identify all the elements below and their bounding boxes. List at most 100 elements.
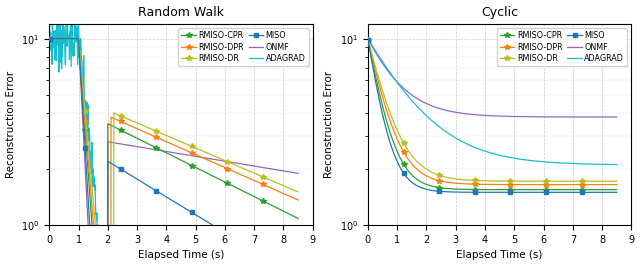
RMISO-DPR (588, 183, 596, 186)
Line: RMISO-DR: RMISO-DR (47, 36, 301, 266)
RMISO-CPR (425, 184, 433, 187)
Line: MISO: MISO (47, 36, 301, 266)
RMISO-CPR (435, 186, 442, 189)
RMISO-DR (270, 180, 278, 183)
RMISO-CPR (270, 205, 278, 208)
RMISO-DR (116, 114, 124, 117)
RMISO-CPR (588, 188, 596, 191)
Line: ONMF: ONMF (49, 39, 298, 266)
RMISO-CPR (558, 188, 566, 191)
MISO (270, 261, 278, 264)
RMISO-DR (364, 38, 372, 41)
MISO (209, 224, 217, 227)
RMISO-DPR (239, 174, 247, 177)
Line: RMISO-DR: RMISO-DR (365, 37, 620, 184)
Line: RMISO-DPR: RMISO-DPR (47, 36, 301, 266)
MISO (125, 172, 132, 176)
ONMF (239, 163, 247, 166)
ONMF (294, 172, 302, 175)
RMISO-DPR (558, 183, 566, 186)
X-axis label: Elapsed Time (s): Elapsed Time (s) (456, 251, 543, 260)
MISO (425, 188, 433, 192)
ADAGRAD (613, 163, 621, 166)
ADAGRAD (425, 117, 433, 120)
RMISO-CPR (107, 123, 115, 127)
ONMF (116, 142, 124, 146)
Line: ADAGRAD: ADAGRAD (368, 39, 617, 165)
RMISO-DPR (270, 188, 278, 191)
ONMF (588, 115, 596, 119)
RMISO-DR (443, 176, 451, 179)
RMISO-CPR (239, 190, 247, 193)
ADAGRAD (558, 161, 566, 165)
MISO (588, 191, 596, 194)
RMISO-DR (613, 180, 621, 183)
MISO (435, 190, 442, 193)
MISO (613, 191, 621, 194)
RMISO-DPR (294, 198, 302, 202)
RMISO-CPR (613, 188, 621, 191)
RMISO-DPR (435, 179, 442, 182)
RMISO-DPR (125, 123, 132, 127)
RMISO-DR (588, 180, 596, 183)
RMISO-CPR (294, 217, 302, 220)
Legend: RMISO-CPR, RMISO-DPR, RMISO-DR, MISO, ONMF, ADAGRAD: RMISO-CPR, RMISO-DPR, RMISO-DR, MISO, ON… (178, 28, 308, 66)
RMISO-CPR (209, 174, 217, 178)
MISO (558, 191, 566, 194)
ADAGRAD (63, 4, 70, 7)
RMISO-DR (435, 173, 442, 177)
ADAGRAD (443, 131, 451, 134)
Title: Random Walk: Random Walk (138, 6, 224, 19)
ONMF (125, 144, 132, 147)
ONMF (527, 115, 535, 118)
RMISO-CPR (45, 37, 53, 40)
MISO (527, 191, 535, 194)
ONMF (364, 38, 372, 41)
RMISO-DPR (527, 183, 535, 186)
Line: RMISO-CPR: RMISO-CPR (365, 38, 620, 192)
MISO (107, 161, 115, 165)
Line: MISO: MISO (365, 38, 619, 195)
MISO (116, 167, 124, 170)
ONMF (270, 168, 278, 171)
RMISO-DPR (209, 161, 217, 164)
RMISO-CPR (443, 187, 451, 190)
Line: RMISO-CPR: RMISO-CPR (47, 36, 301, 266)
RMISO-DR (209, 154, 217, 157)
RMISO-DR (425, 169, 433, 172)
ONMF (435, 107, 442, 110)
ONMF (558, 115, 566, 119)
ONMF (209, 158, 217, 161)
RMISO-DR (527, 180, 535, 183)
RMISO-DPR (116, 119, 124, 123)
ADAGRAD (527, 159, 535, 162)
RMISO-DR (125, 118, 132, 121)
MISO (443, 190, 451, 193)
MISO (364, 39, 372, 42)
RMISO-DPR (45, 37, 53, 40)
ONMF (45, 37, 53, 40)
ONMF (443, 109, 451, 112)
Line: ADAGRAD: ADAGRAD (49, 6, 298, 266)
Y-axis label: Reconstruction Error: Reconstruction Error (324, 71, 334, 178)
Line: RMISO-DPR: RMISO-DPR (365, 37, 620, 187)
Title: Cyclic: Cyclic (481, 6, 518, 19)
RMISO-DPR (425, 176, 433, 179)
RMISO-CPR (364, 39, 372, 42)
X-axis label: Elapsed Time (s): Elapsed Time (s) (138, 251, 224, 260)
RMISO-CPR (527, 188, 535, 191)
ADAGRAD (435, 124, 442, 128)
RMISO-DPR (364, 38, 372, 41)
ADAGRAD (45, 13, 53, 16)
ADAGRAD (588, 163, 596, 166)
RMISO-DR (558, 180, 566, 183)
ONMF (425, 103, 433, 106)
Legend: RMISO-CPR, RMISO-DPR, RMISO-DR, MISO, ONMF, ADAGRAD: RMISO-CPR, RMISO-DPR, RMISO-DR, MISO, ON… (497, 28, 627, 66)
RMISO-DR (294, 190, 302, 194)
RMISO-DPR (443, 181, 451, 184)
ONMF (107, 141, 115, 144)
MISO (239, 242, 247, 246)
Line: ONMF: ONMF (368, 39, 617, 117)
RMISO-DPR (613, 183, 621, 186)
ONMF (613, 115, 621, 119)
